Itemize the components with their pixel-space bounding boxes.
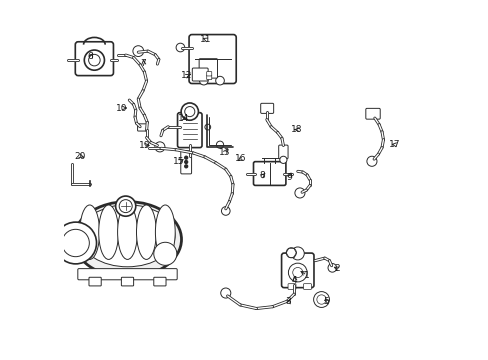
- FancyBboxPatch shape: [181, 151, 191, 174]
- Text: 20: 20: [75, 152, 86, 161]
- Circle shape: [292, 267, 302, 278]
- FancyBboxPatch shape: [365, 108, 380, 119]
- Circle shape: [55, 222, 96, 264]
- FancyBboxPatch shape: [189, 35, 236, 84]
- Ellipse shape: [80, 205, 175, 267]
- Circle shape: [184, 107, 194, 117]
- FancyBboxPatch shape: [287, 284, 295, 289]
- Circle shape: [184, 156, 187, 159]
- FancyBboxPatch shape: [281, 253, 313, 288]
- Circle shape: [220, 288, 230, 298]
- Ellipse shape: [73, 202, 181, 277]
- FancyBboxPatch shape: [206, 75, 211, 80]
- Text: 10: 10: [116, 104, 127, 112]
- Circle shape: [216, 141, 223, 148]
- Circle shape: [133, 46, 143, 57]
- Circle shape: [288, 263, 306, 282]
- Text: 13: 13: [218, 148, 230, 157]
- Text: 12: 12: [181, 71, 192, 80]
- Circle shape: [84, 50, 104, 70]
- FancyBboxPatch shape: [278, 145, 287, 159]
- Circle shape: [285, 248, 296, 258]
- Circle shape: [294, 188, 305, 198]
- FancyBboxPatch shape: [253, 162, 285, 185]
- FancyBboxPatch shape: [206, 72, 211, 76]
- Ellipse shape: [155, 205, 175, 260]
- Text: 11: 11: [200, 35, 211, 44]
- Circle shape: [204, 124, 210, 130]
- Circle shape: [119, 200, 132, 213]
- Ellipse shape: [136, 205, 156, 260]
- Text: 14: 14: [177, 113, 188, 122]
- FancyBboxPatch shape: [192, 68, 208, 81]
- Circle shape: [313, 292, 329, 307]
- Text: 19: 19: [139, 141, 150, 150]
- Text: 17: 17: [388, 140, 400, 149]
- Circle shape: [316, 295, 325, 304]
- FancyBboxPatch shape: [303, 284, 311, 289]
- Text: 5: 5: [323, 297, 329, 306]
- FancyBboxPatch shape: [121, 277, 133, 286]
- Text: 3: 3: [285, 297, 291, 306]
- Text: 1: 1: [303, 271, 309, 280]
- Text: 18: 18: [291, 125, 302, 134]
- Text: 15: 15: [173, 157, 184, 166]
- Circle shape: [115, 196, 136, 216]
- FancyBboxPatch shape: [199, 59, 217, 78]
- Text: 7: 7: [140, 59, 145, 68]
- Circle shape: [221, 207, 230, 215]
- Circle shape: [155, 142, 164, 152]
- Circle shape: [88, 54, 100, 66]
- FancyBboxPatch shape: [89, 277, 101, 286]
- Circle shape: [327, 264, 336, 272]
- FancyBboxPatch shape: [137, 124, 146, 131]
- Circle shape: [279, 156, 286, 163]
- Ellipse shape: [80, 205, 100, 260]
- FancyBboxPatch shape: [75, 42, 113, 76]
- Text: 2: 2: [334, 264, 340, 274]
- Circle shape: [291, 247, 304, 260]
- FancyBboxPatch shape: [177, 113, 202, 148]
- Circle shape: [62, 229, 89, 257]
- FancyBboxPatch shape: [153, 277, 166, 286]
- Circle shape: [184, 161, 187, 163]
- Text: 4: 4: [291, 276, 296, 284]
- Circle shape: [153, 242, 177, 265]
- Circle shape: [184, 165, 187, 168]
- Circle shape: [176, 43, 184, 52]
- Text: 8: 8: [258, 171, 264, 180]
- FancyBboxPatch shape: [260, 103, 273, 113]
- Text: 16: 16: [235, 154, 246, 163]
- Circle shape: [366, 156, 376, 166]
- Ellipse shape: [117, 205, 137, 260]
- FancyBboxPatch shape: [78, 269, 177, 280]
- Text: 6: 6: [87, 52, 93, 61]
- Circle shape: [181, 103, 198, 120]
- Ellipse shape: [99, 205, 118, 260]
- Circle shape: [199, 76, 208, 85]
- Text: 9: 9: [285, 173, 291, 181]
- Circle shape: [215, 76, 224, 85]
